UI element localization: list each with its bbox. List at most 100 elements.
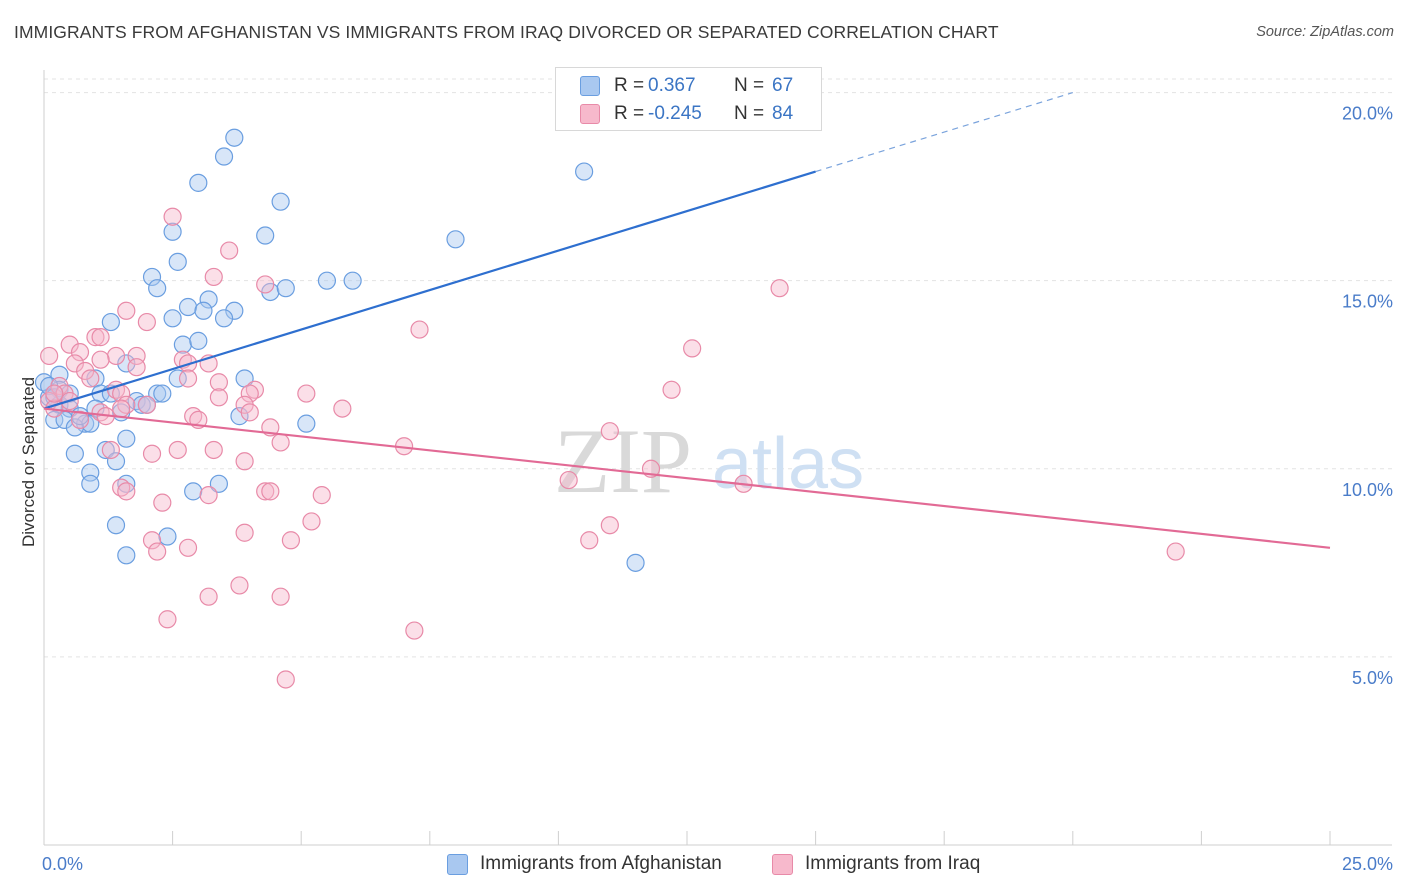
n-label: N = (734, 75, 765, 96)
data-point (163, 222, 182, 241)
y-axis-label: Divorced or Separated (19, 377, 38, 547)
stats-box: R = 0.367 N = 67 R = -0.245 N = 84 (555, 67, 822, 131)
data-point (240, 384, 259, 403)
trend-line-afghanistan-extension (815, 91, 1073, 173)
data-point (189, 173, 208, 192)
data-point (317, 271, 337, 290)
legend-label-iraq: Immigrants from Iraq (805, 853, 981, 874)
data-point (580, 531, 599, 550)
data-point (158, 527, 177, 546)
legend-swatch-afghanistan (447, 854, 468, 875)
y-tick-label: 10.0% (1342, 480, 1393, 500)
stats-swatch-iraq (580, 104, 600, 124)
data-point (158, 610, 177, 629)
data-point (168, 252, 187, 271)
data-point (575, 162, 594, 181)
data-point (142, 531, 162, 550)
data-point (626, 553, 645, 572)
stats-row-afghanistan: R = 0.367 N = 67 (556, 72, 821, 100)
data-point (40, 346, 59, 366)
axes (43, 70, 1392, 846)
data-point (70, 410, 90, 429)
data-point (132, 395, 151, 414)
data-point (281, 531, 301, 550)
data-point (178, 297, 198, 317)
data-point (297, 414, 316, 433)
data-point (446, 230, 465, 249)
data-point (225, 301, 244, 320)
data-point (81, 369, 100, 388)
scatter-points (34, 128, 1185, 689)
data-point (405, 621, 424, 640)
data-point (127, 358, 146, 377)
data-point (683, 339, 702, 358)
data-point (117, 301, 136, 320)
data-point (209, 373, 228, 392)
legend-swatch-iraq (772, 854, 793, 875)
data-point (256, 275, 275, 294)
trend-line-afghanistan (43, 170, 816, 410)
n-value: 84 (772, 103, 794, 124)
data-point (256, 226, 275, 245)
data-point (117, 482, 136, 501)
data-point (117, 354, 136, 373)
data-point (173, 335, 192, 354)
y-tick-label: 20.0% (1342, 104, 1393, 124)
data-point (137, 395, 156, 414)
data-point (101, 312, 120, 332)
data-point (148, 384, 167, 403)
stats-swatch-afghanistan (580, 76, 600, 96)
data-point (65, 444, 84, 463)
data-point (153, 384, 172, 403)
data-point (96, 440, 115, 460)
r-label: R = (614, 75, 645, 96)
data-point (45, 384, 64, 403)
data-point (60, 384, 79, 403)
r-value: 0.367 (648, 75, 696, 96)
data-point (142, 267, 162, 287)
data-point (199, 486, 218, 505)
data-point (276, 670, 295, 689)
data-point (148, 542, 167, 561)
trend-lines (43, 91, 1331, 549)
data-point (220, 241, 239, 260)
data-point (276, 279, 295, 298)
x-tick-label: 25.0% (1342, 854, 1393, 874)
data-point (117, 546, 136, 565)
data-point (225, 128, 244, 147)
data-point (65, 354, 84, 373)
data-point (312, 486, 331, 505)
data-point (106, 346, 126, 366)
data-point (81, 414, 100, 433)
r-value: -0.245 (648, 103, 702, 124)
data-point (271, 587, 290, 606)
r-label: R = (614, 103, 645, 124)
data-point (178, 369, 198, 388)
data-point (163, 207, 182, 226)
x-tick-label: 0.0% (42, 854, 83, 874)
data-point (70, 343, 90, 362)
data-point (168, 369, 187, 388)
data-point (199, 587, 218, 606)
data-point (297, 384, 316, 403)
data-point (106, 452, 126, 471)
data-point (209, 388, 228, 407)
data-point (148, 279, 167, 298)
data-point (142, 444, 162, 463)
grid-lines (44, 78, 1392, 658)
data-point (214, 309, 234, 328)
data-point (178, 538, 198, 557)
data-point (600, 422, 619, 441)
data-point (189, 331, 208, 350)
data-point (106, 516, 126, 535)
data-point (230, 576, 249, 595)
data-point (662, 380, 681, 399)
data-point (271, 433, 290, 452)
watermark-atlas: atlas (712, 424, 864, 504)
data-point (410, 320, 429, 339)
data-point (261, 482, 280, 501)
data-point (153, 493, 172, 512)
data-point (81, 474, 100, 493)
series-iraq (40, 207, 1185, 689)
